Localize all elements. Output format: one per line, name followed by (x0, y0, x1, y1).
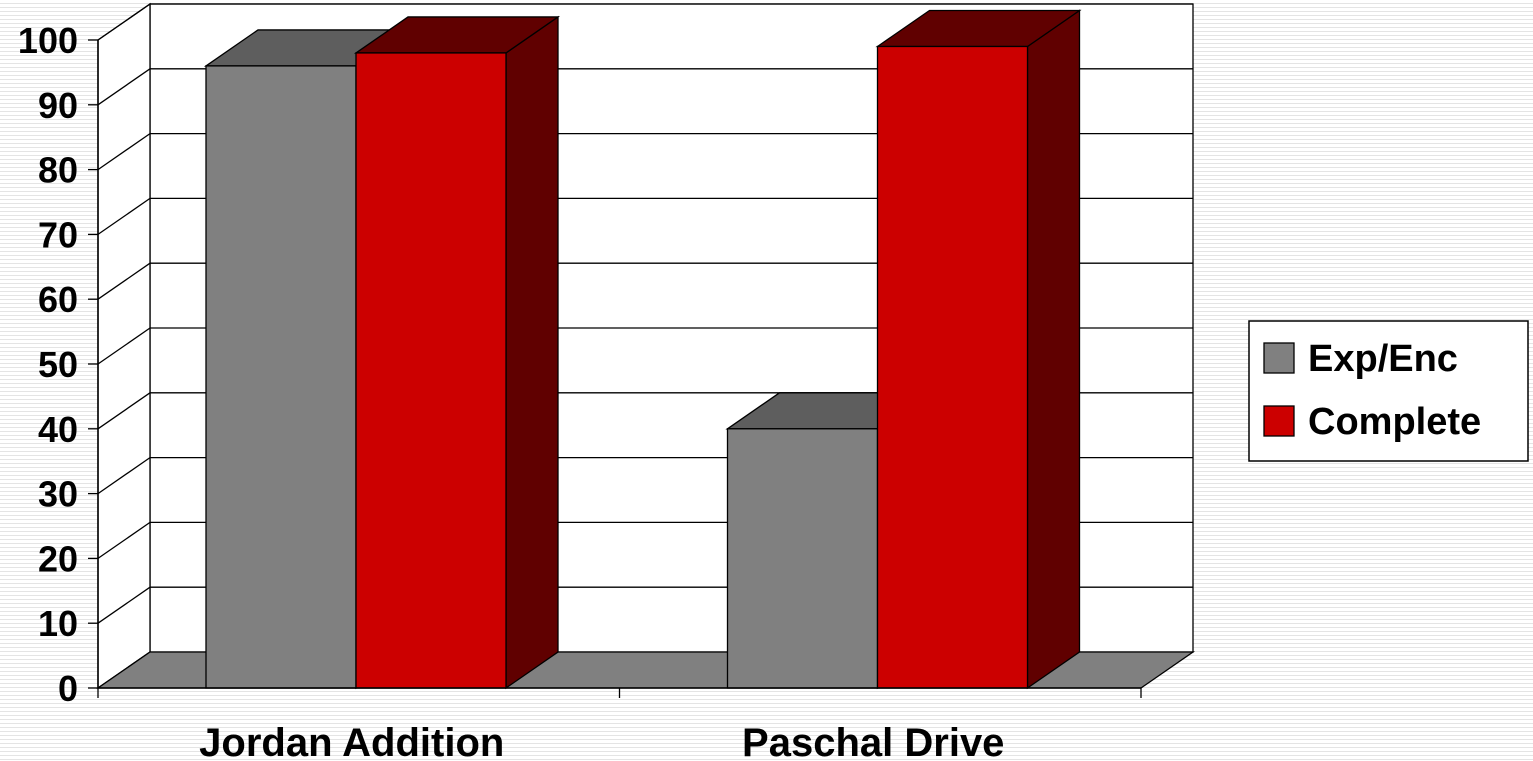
side-gridline-70 (97, 197, 151, 235)
y-tick-label-70: 70 (38, 214, 78, 255)
y-tick-label-40: 40 (38, 409, 78, 450)
bar-jordan-addition-complete-side (505, 15, 559, 690)
side-gridline-100 (97, 3, 151, 41)
y-tick-label-0: 0 (58, 668, 78, 709)
y-tick-label-80: 80 (38, 150, 78, 191)
x-category-label-jordan-addition: Jordan Addition (199, 721, 504, 761)
legend-label-exp-enc: Exp/Enc (1308, 338, 1458, 380)
side-gridline-90 (97, 68, 151, 106)
side-gridline-40 (97, 392, 151, 430)
y-tick-label-60: 60 (38, 279, 78, 320)
axes (88, 39, 1142, 698)
bar-paschal-drive-complete-side (1026, 9, 1081, 690)
side-gridline-30 (97, 457, 151, 495)
legend-label-complete: Complete (1308, 401, 1481, 443)
y-tick-label-50: 50 (38, 344, 78, 385)
bars (203, 9, 1082, 690)
legend-swatch-exp-enc (1263, 342, 1295, 374)
side-gridline-10 (97, 586, 151, 624)
side-gridline-80 (97, 133, 151, 171)
y-tick-labels: 0 10 20 30 40 50 60 70 80 90 100 (18, 20, 78, 709)
bar-jordan-addition-exp-enc (205, 65, 357, 689)
side-gridline-60 (97, 262, 151, 300)
x-category-labels: Jordan Addition Paschal Drive (199, 721, 1004, 761)
y-tick-label-100: 100 (18, 20, 78, 61)
side-gridline-20 (97, 521, 151, 559)
y-tick-label-30: 30 (38, 474, 78, 515)
legend-swatch-complete (1263, 405, 1295, 437)
legend-box (1248, 320, 1529, 462)
y-tick-label-10: 10 (38, 603, 78, 644)
side-gridline-50 (97, 327, 151, 365)
y-tick-label-20: 20 (38, 538, 78, 579)
bar-paschal-drive-exp-enc (726, 428, 879, 689)
bar-paschal-drive-complete (876, 45, 1029, 689)
bar-jordan-addition-complete (355, 52, 507, 689)
legend: Exp/Enc Complete (1248, 320, 1529, 462)
y-tick-label-90: 90 (38, 85, 78, 126)
x-category-label-paschal-drive: Paschal Drive (742, 721, 1004, 761)
